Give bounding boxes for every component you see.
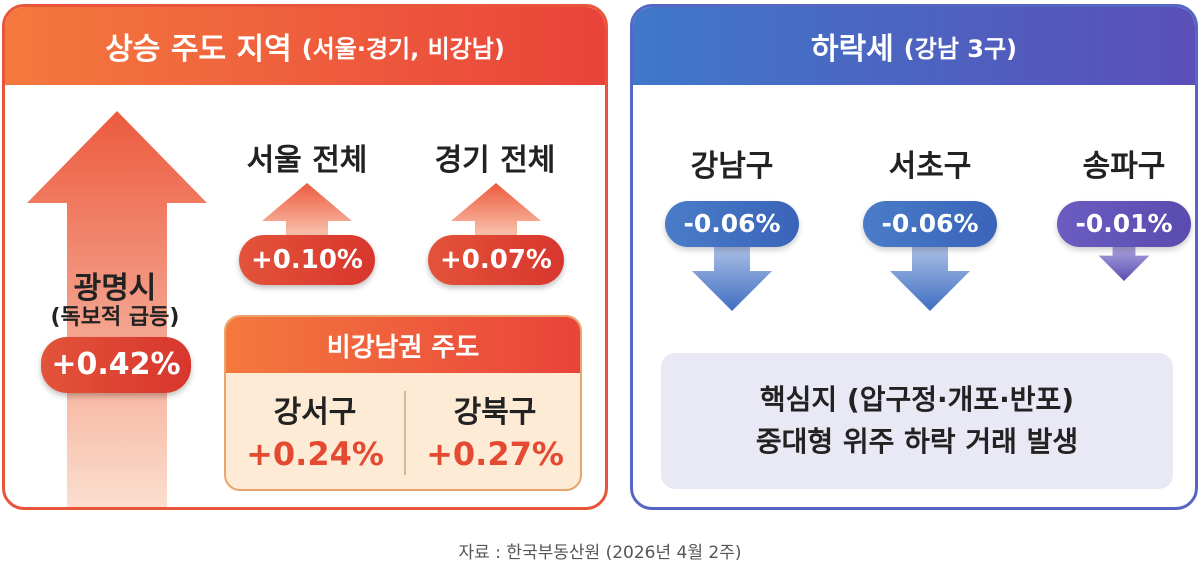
falling-header-subtitle: (강남 3구) (903, 34, 1018, 63)
falling-header-title: 하락세 (810, 32, 894, 67)
gangseo-name: 강서구 (273, 395, 357, 430)
divider (404, 391, 406, 475)
gangnam-title: 강남구 (690, 149, 774, 184)
gangseo-item: 강서구 +0.24% (226, 387, 404, 473)
gangnam-down-arrow-icon (692, 229, 772, 311)
songpa-title: 송파구 (1082, 149, 1166, 184)
seoul-title: 서울 전체 (246, 143, 368, 178)
gwangmyeong-note: (독보적 급등) (50, 305, 180, 330)
songpa-down-arrow-icon (1098, 229, 1150, 281)
source-caption: 자료 : 한국부동산원 (2026년 4월 2주) (458, 543, 742, 563)
rising-header-subtitle: (서울·경기, 비강남) (301, 34, 505, 63)
falling-header: 하락세 (강남 3구) (633, 7, 1195, 85)
gyeonggi-up-arrow-icon (451, 183, 541, 243)
non-gangnam-box: 비강남권 주도 강서구 +0.24% 강북구 +0.27% (224, 315, 582, 491)
seoul-change-badge: +0.10% (239, 235, 375, 285)
gyeonggi-title: 경기 전체 (434, 143, 556, 178)
falling-panel: 하락세 (강남 3구) 강남구 -0.06% 서초구 -0.06% 송파구 (630, 4, 1198, 510)
seocho-title: 서초구 (888, 149, 972, 184)
seoul-up-arrow-icon (262, 183, 352, 243)
gwangmyeong-name: 광명시 (73, 271, 157, 306)
big-up-arrow-icon (27, 111, 207, 507)
seocho-change-badge: -0.06% (863, 201, 997, 247)
note-line-1: 핵심지 (압구정·개포·반포) (759, 383, 1075, 416)
gangbuk-item: 강북구 +0.27% (406, 387, 580, 473)
rising-panel: 상승 주도 지역 (서울·경기, 비강남) 광명시 (독보적 급등) +0.42… (2, 4, 608, 510)
rising-header-title: 상승 주도 지역 (105, 32, 292, 67)
seocho-down-arrow-icon (890, 229, 970, 311)
gangbuk-name: 강북구 (453, 395, 537, 430)
gangseo-change: +0.24% (246, 435, 384, 473)
non-gangnam-title: 비강남권 주도 (226, 317, 580, 373)
gwangmyeong-change-badge: +0.42% (41, 337, 191, 393)
gangnam-change-badge: -0.06% (665, 201, 799, 247)
rising-header: 상승 주도 지역 (서울·경기, 비강남) (5, 7, 605, 85)
gyeonggi-change-badge: +0.07% (428, 235, 564, 285)
songpa-change-badge: -0.01% (1057, 201, 1191, 247)
gangbuk-change: +0.27% (426, 435, 564, 473)
falling-note-box: 핵심지 (압구정·개포·반포) 중대형 위주 하락 거래 발생 (661, 353, 1173, 489)
note-line-2: 중대형 위주 하락 거래 발생 (755, 425, 1079, 458)
